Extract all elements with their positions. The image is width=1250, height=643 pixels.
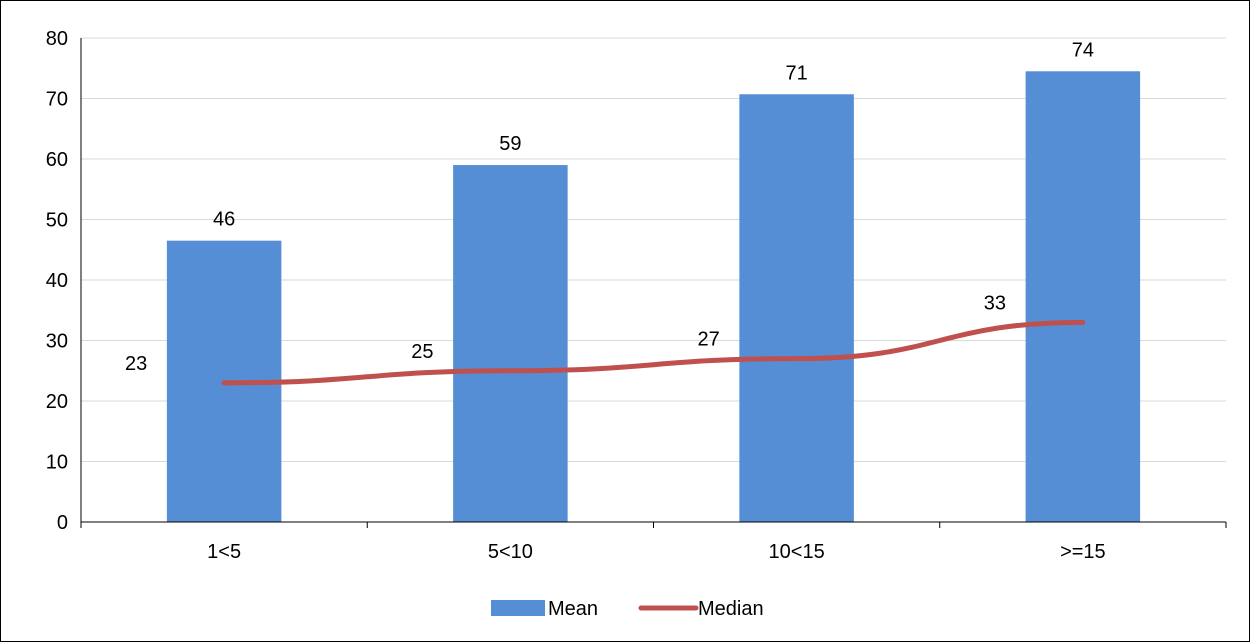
mean-bar xyxy=(1026,71,1141,522)
median-data-label: 23 xyxy=(125,353,147,375)
mean-data-label: 59 xyxy=(499,133,521,155)
legend: Mean Median xyxy=(491,598,764,620)
y-tick-label: 60 xyxy=(46,149,68,171)
mean-bar xyxy=(739,94,854,522)
y-tick-label: 40 xyxy=(46,270,68,292)
legend-mean-label: Mean xyxy=(548,598,598,620)
x-tick-label: 10<15 xyxy=(769,541,825,563)
legend-mean-swatch xyxy=(491,600,545,616)
y-tick-label: 10 xyxy=(46,452,68,474)
mean-data-label: 71 xyxy=(786,62,808,84)
x-tick-label: >=15 xyxy=(1060,541,1106,563)
mean-bar xyxy=(453,165,568,522)
mean-data-label: 46 xyxy=(213,209,235,231)
y-tick-label: 0 xyxy=(57,512,68,534)
x-tick-label: 1<5 xyxy=(207,541,241,563)
y-tick-label: 50 xyxy=(46,210,68,232)
y-tick-label: 80 xyxy=(46,28,68,50)
x-tick-label: 5<10 xyxy=(488,541,533,563)
mean-data-label: 74 xyxy=(1072,39,1094,61)
median-data-label: 27 xyxy=(698,329,720,351)
y-tick-label: 70 xyxy=(46,89,68,111)
median-line xyxy=(224,322,1083,383)
y-tick-label: 20 xyxy=(46,391,68,413)
y-tick-label: 30 xyxy=(46,331,68,353)
median-data-label: 25 xyxy=(411,341,433,363)
median-line-layer xyxy=(224,322,1083,383)
median-data-label: 33 xyxy=(984,292,1006,314)
legend-median-label: Median xyxy=(698,598,764,620)
